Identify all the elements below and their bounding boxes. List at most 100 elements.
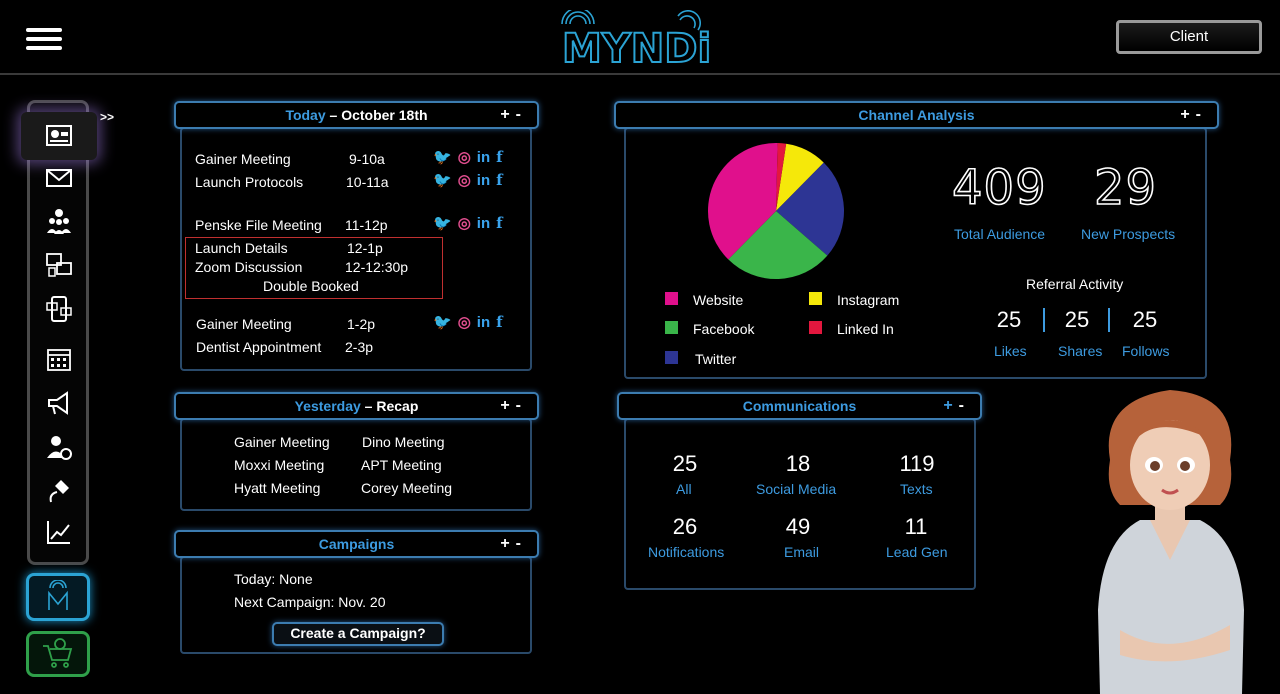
campaigns-add-button[interactable]: + [500, 535, 516, 552]
comm-all-label[interactable]: All [676, 481, 692, 497]
linkedin-icon[interactable]: in [476, 214, 491, 232]
total-audience-value: 409 [951, 159, 1047, 217]
event-time: 10-11a [346, 174, 389, 190]
instagram-icon[interactable]: ◎ [457, 314, 471, 331]
recap-meeting[interactable]: Moxxi Meeting [234, 457, 325, 473]
gallery-icon[interactable] [42, 250, 76, 280]
linkedin-icon[interactable]: in [476, 313, 491, 331]
team-icon[interactable] [42, 206, 76, 236]
recap-meeting[interactable]: Corey Meeting [361, 480, 453, 496]
referral-divider [1108, 308, 1110, 332]
twitter-icon[interactable]: 🐦 [433, 215, 452, 232]
dashboard-icon[interactable] [42, 121, 76, 151]
pie-slice-instagram[interactable] [776, 143, 824, 211]
facebook-icon[interactable]: f [496, 313, 503, 331]
event-name[interactable]: Launch Protocols [195, 174, 304, 190]
mobile-chat-icon[interactable] [42, 294, 76, 324]
assistant-avatar[interactable] [1080, 380, 1260, 694]
yesterday-add-button[interactable]: + [500, 397, 516, 414]
yesterday-remove-button[interactable]: - [515, 397, 527, 414]
legend-label-website: Website [693, 292, 744, 308]
twitter-icon[interactable]: 🐦 [433, 314, 452, 331]
comm-email-label[interactable]: Email [784, 544, 820, 560]
event-social-links: 🐦 ◎ in f [433, 313, 503, 331]
twitter-icon[interactable]: 🐦 [433, 172, 452, 189]
legend-label-linkedin: Linked In [837, 321, 894, 337]
campaigns-today: Today: None [234, 571, 313, 587]
referral-activity-title: Referral Activity [1026, 276, 1124, 292]
shares-value: 25 [1064, 307, 1090, 332]
today-header: Today – October 18th +- [174, 101, 539, 129]
plug-icon[interactable] [42, 475, 76, 505]
mydi-button[interactable] [26, 573, 90, 621]
comm-texts-label[interactable]: Texts [900, 481, 933, 497]
channel-analysis-header: Channel Analysis +- [614, 101, 1219, 129]
communications-header: Communications +- [617, 392, 982, 420]
shop-cart-button[interactable] [26, 631, 90, 677]
double-booked-box [185, 237, 443, 299]
event-name[interactable]: Gainer Meeting [196, 316, 292, 332]
event-name[interactable]: Launch Details [195, 240, 288, 256]
campaigns-title: Campaigns [318, 536, 395, 552]
chart-icon[interactable] [42, 517, 76, 547]
pie-slice-facebook[interactable] [728, 211, 828, 279]
yesterday-title-suffix: – Recap [360, 398, 419, 414]
recap-meeting[interactable]: APT Meeting [361, 457, 442, 473]
campaigns-next: Next Campaign: Nov. 20 [234, 594, 386, 610]
event-name[interactable]: Penske File Meeting [195, 217, 322, 233]
recap-meeting[interactable]: Gainer Meeting [234, 434, 330, 450]
comm-leadgen-label[interactable]: Lead Gen [886, 544, 948, 560]
legend-swatch-facebook [665, 321, 678, 334]
legend-swatch-website [665, 292, 678, 305]
create-campaign-button[interactable]: Create a Campaign? [272, 622, 444, 646]
new-prospects-label: New Prospects [1081, 226, 1176, 242]
sidebar-active-highlight [21, 112, 97, 160]
event-name[interactable]: Dentist Appointment [196, 339, 322, 355]
comm-notifications-label[interactable]: Notifications [648, 544, 725, 560]
today-title-suffix: – October 18th [325, 107, 428, 123]
comm-social-value: 18 [785, 451, 811, 476]
twitter-icon[interactable]: 🐦 [433, 149, 452, 166]
recap-meeting[interactable]: Dino Meeting [362, 434, 445, 450]
calendar-icon[interactable] [42, 344, 76, 374]
today-remove-button[interactable]: - [515, 106, 527, 123]
pie-slice-twitter[interactable] [776, 162, 844, 256]
pie-slice-linked-in[interactable] [776, 143, 787, 211]
mydi-logo: MYNDi [560, 7, 712, 73]
facebook-icon[interactable]: f [496, 148, 503, 166]
recap-meeting[interactable]: Hyatt Meeting [234, 480, 321, 496]
event-social-links: 🐦 ◎ in f [433, 214, 503, 232]
mail-icon[interactable] [42, 163, 76, 193]
sidebar-expand-toggle[interactable]: >> [100, 110, 115, 124]
client-button[interactable]: Client [1116, 20, 1262, 54]
comm-notifications-value: 26 [672, 514, 698, 539]
channel-remove-button[interactable]: - [1195, 106, 1207, 123]
today-add-button[interactable]: + [500, 106, 516, 123]
instagram-icon[interactable]: ◎ [457, 215, 471, 232]
shares-label: Shares [1058, 343, 1103, 359]
facebook-icon[interactable]: f [496, 214, 503, 232]
legend-label-facebook: Facebook [693, 321, 755, 337]
linkedin-icon[interactable]: in [476, 171, 491, 189]
megaphone-icon[interactable] [42, 388, 76, 418]
mydi-logo-icon [48, 580, 68, 610]
user-settings-icon[interactable] [42, 432, 76, 462]
event-name[interactable]: Gainer Meeting [195, 151, 291, 167]
channel-add-button[interactable]: + [1180, 106, 1196, 123]
campaigns-remove-button[interactable]: - [515, 535, 527, 552]
pie-slice-website[interactable] [708, 143, 778, 260]
event-name[interactable]: Zoom Discussion [195, 259, 303, 275]
follows-label: Follows [1122, 343, 1170, 359]
comm-social-label[interactable]: Social Media [756, 481, 837, 497]
cart-icon [43, 638, 73, 668]
today-title-prefix: Today [285, 107, 326, 123]
communications-add-button[interactable]: + [943, 397, 959, 414]
legend-swatch-linkedin [809, 321, 822, 334]
menu-icon[interactable] [26, 28, 62, 50]
communications-remove-button[interactable]: - [958, 397, 970, 414]
instagram-icon[interactable]: ◎ [457, 172, 471, 189]
facebook-icon[interactable]: f [496, 171, 503, 189]
linkedin-icon[interactable]: in [476, 148, 491, 166]
comm-texts-value: 119 [899, 451, 935, 476]
instagram-icon[interactable]: ◎ [457, 149, 471, 166]
